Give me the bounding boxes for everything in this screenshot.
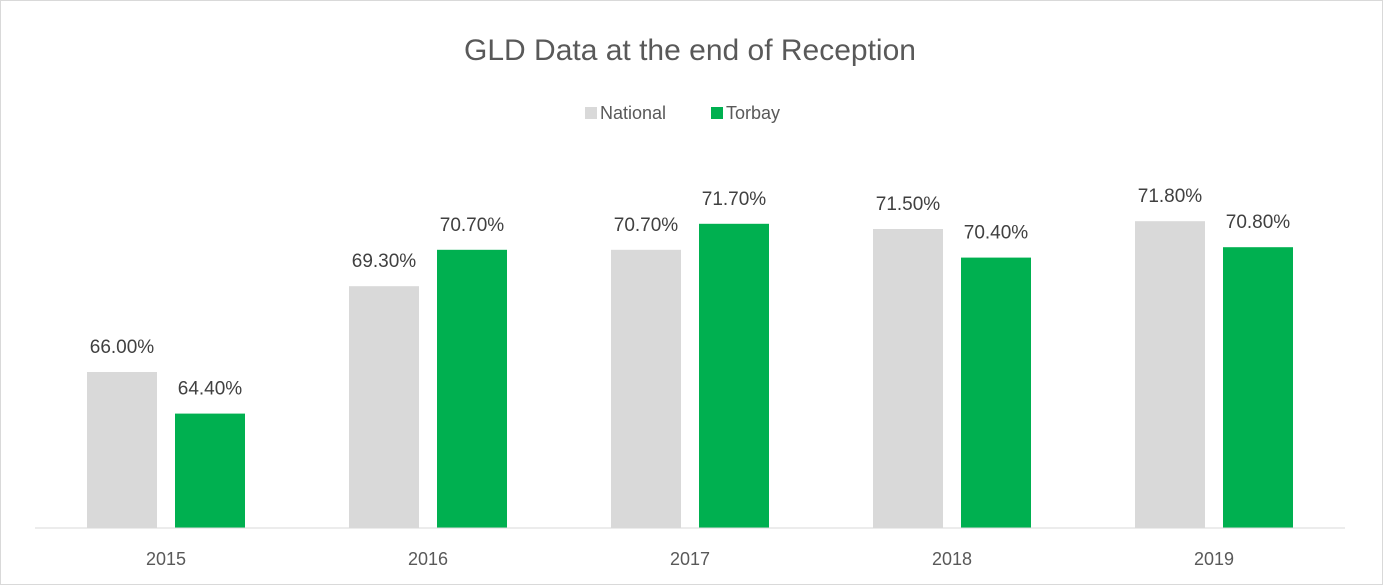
- bar: [1135, 221, 1205, 528]
- data-label: 69.30%: [352, 251, 417, 272]
- data-label: 71.80%: [1138, 186, 1203, 207]
- bar: [1223, 247, 1293, 528]
- x-tick-label: 2016: [408, 549, 448, 569]
- data-label: 70.70%: [614, 215, 679, 236]
- chart-title: GLD Data at the end of Reception: [464, 34, 916, 67]
- bar: [873, 229, 943, 528]
- legend-swatch: [711, 107, 723, 119]
- data-label: 70.40%: [964, 223, 1029, 244]
- bar: [175, 413, 245, 528]
- x-tick-label: 2015: [146, 549, 186, 569]
- x-tick-label: 2017: [670, 549, 710, 569]
- bar: [611, 249, 681, 529]
- bar: [699, 223, 769, 529]
- bar: [349, 286, 419, 528]
- bar: [437, 249, 507, 529]
- legend-label: National: [600, 103, 666, 123]
- data-label: 71.50%: [876, 194, 941, 215]
- data-label: 70.80%: [1226, 212, 1291, 233]
- legend-swatch: [585, 107, 597, 119]
- bar: [961, 257, 1031, 528]
- data-label: 66.00%: [90, 337, 155, 358]
- x-tick-label: 2019: [1194, 549, 1234, 569]
- data-label: 71.70%: [702, 189, 767, 210]
- data-label: 70.70%: [440, 215, 505, 236]
- data-label: 64.40%: [178, 379, 243, 400]
- bar: [87, 372, 157, 528]
- legend-label: Torbay: [726, 103, 780, 123]
- x-tick-label: 2018: [932, 549, 972, 569]
